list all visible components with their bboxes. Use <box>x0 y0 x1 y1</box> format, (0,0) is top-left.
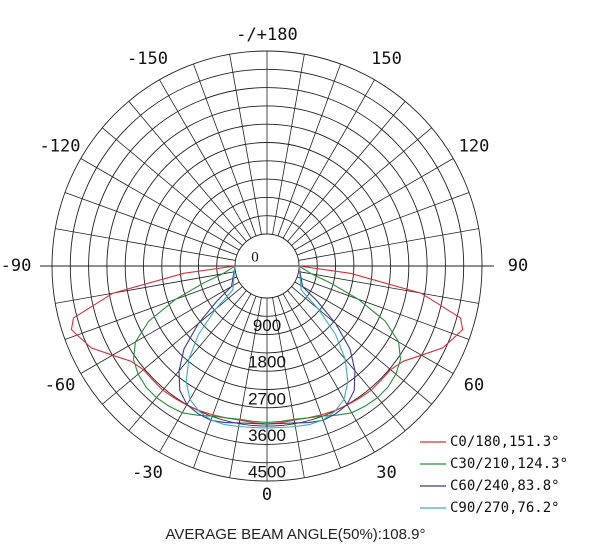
grid-spoke <box>294 158 454 251</box>
grid-spoke <box>80 158 240 251</box>
grid-spoke <box>55 228 236 261</box>
polar-grid <box>40 50 494 482</box>
angle-label-90: 90 <box>508 256 528 276</box>
grid-spoke <box>298 228 479 261</box>
grid-spoke <box>277 295 341 469</box>
grid-spoke <box>296 276 470 340</box>
polar-curves <box>70 265 464 429</box>
grid-spoke <box>291 286 432 405</box>
grid-spoke <box>229 54 262 235</box>
grid-spoke <box>55 271 236 304</box>
angle-label-neg60: -60 <box>45 376 76 396</box>
grid-spoke <box>128 290 247 431</box>
series-curve-1 <box>132 265 402 423</box>
polar-labels: -/+180 150 -150 120 -120 90 -90 60 -60 30 -30 0 0 900… <box>1 25 529 505</box>
grid-spoke <box>159 79 252 239</box>
grid-spoke <box>102 286 243 405</box>
legend-label-3: C90/270,76.2° <box>450 500 560 516</box>
grid-spoke <box>193 295 257 469</box>
grid-spoke <box>272 297 305 478</box>
angle-label-60: 60 <box>464 376 484 396</box>
grid-spoke <box>296 192 470 256</box>
grid-spoke <box>282 79 375 239</box>
legend: C0/180,151.3° C30/210,124.3° C60/240,83.8°… <box>420 434 568 516</box>
grid-spoke <box>80 281 240 374</box>
grid-spoke <box>287 101 406 242</box>
grid-spoke <box>282 293 375 453</box>
grid-spoke <box>64 192 238 256</box>
legend-label-1: C30/210,124.3° <box>450 456 568 472</box>
ring-label-4500: 4500 <box>248 462 286 481</box>
grid-spoke <box>102 127 243 246</box>
legend-label-0: C0/180,151.3° <box>450 434 560 450</box>
grid-spoke <box>294 281 454 374</box>
angle-label-120: 120 <box>459 137 490 157</box>
angle-label-neg30: -30 <box>132 463 163 483</box>
angle-label-30: 30 <box>376 463 396 483</box>
series-curve-2 <box>178 265 356 425</box>
average-beam-angle-label: AVERAGE BEAM ANGLE(50%):108.9° <box>165 526 426 543</box>
ring-label-3600: 3600 <box>248 426 286 445</box>
ring-label-900: 900 <box>253 316 281 335</box>
grid-spoke <box>193 63 257 237</box>
series-curve-3 <box>185 265 349 429</box>
grid-spoke <box>272 54 305 235</box>
grid-spoke <box>64 276 238 340</box>
grid-spoke <box>229 297 262 478</box>
grid-spoke <box>287 290 406 431</box>
angle-label-neg90: -90 <box>1 256 32 276</box>
grid-spoke <box>298 271 479 304</box>
ring-label-1800: 1800 <box>248 353 286 372</box>
ring-label-2700: 2700 <box>248 389 286 408</box>
legend-label-2: C60/240,83.8° <box>450 478 560 494</box>
angle-label-0: 0 <box>262 485 272 505</box>
angle-label-180: -/+180 <box>236 25 297 45</box>
grid-spoke <box>128 101 247 242</box>
angle-label-neg120: -120 <box>40 137 81 157</box>
grid-spoke <box>277 63 341 237</box>
grid-spoke <box>291 127 432 246</box>
grid-spoke <box>159 293 252 453</box>
angle-label-150: 150 <box>371 49 402 69</box>
ring-label-0: 0 <box>251 249 259 265</box>
angle-label-neg150: -150 <box>127 49 168 69</box>
